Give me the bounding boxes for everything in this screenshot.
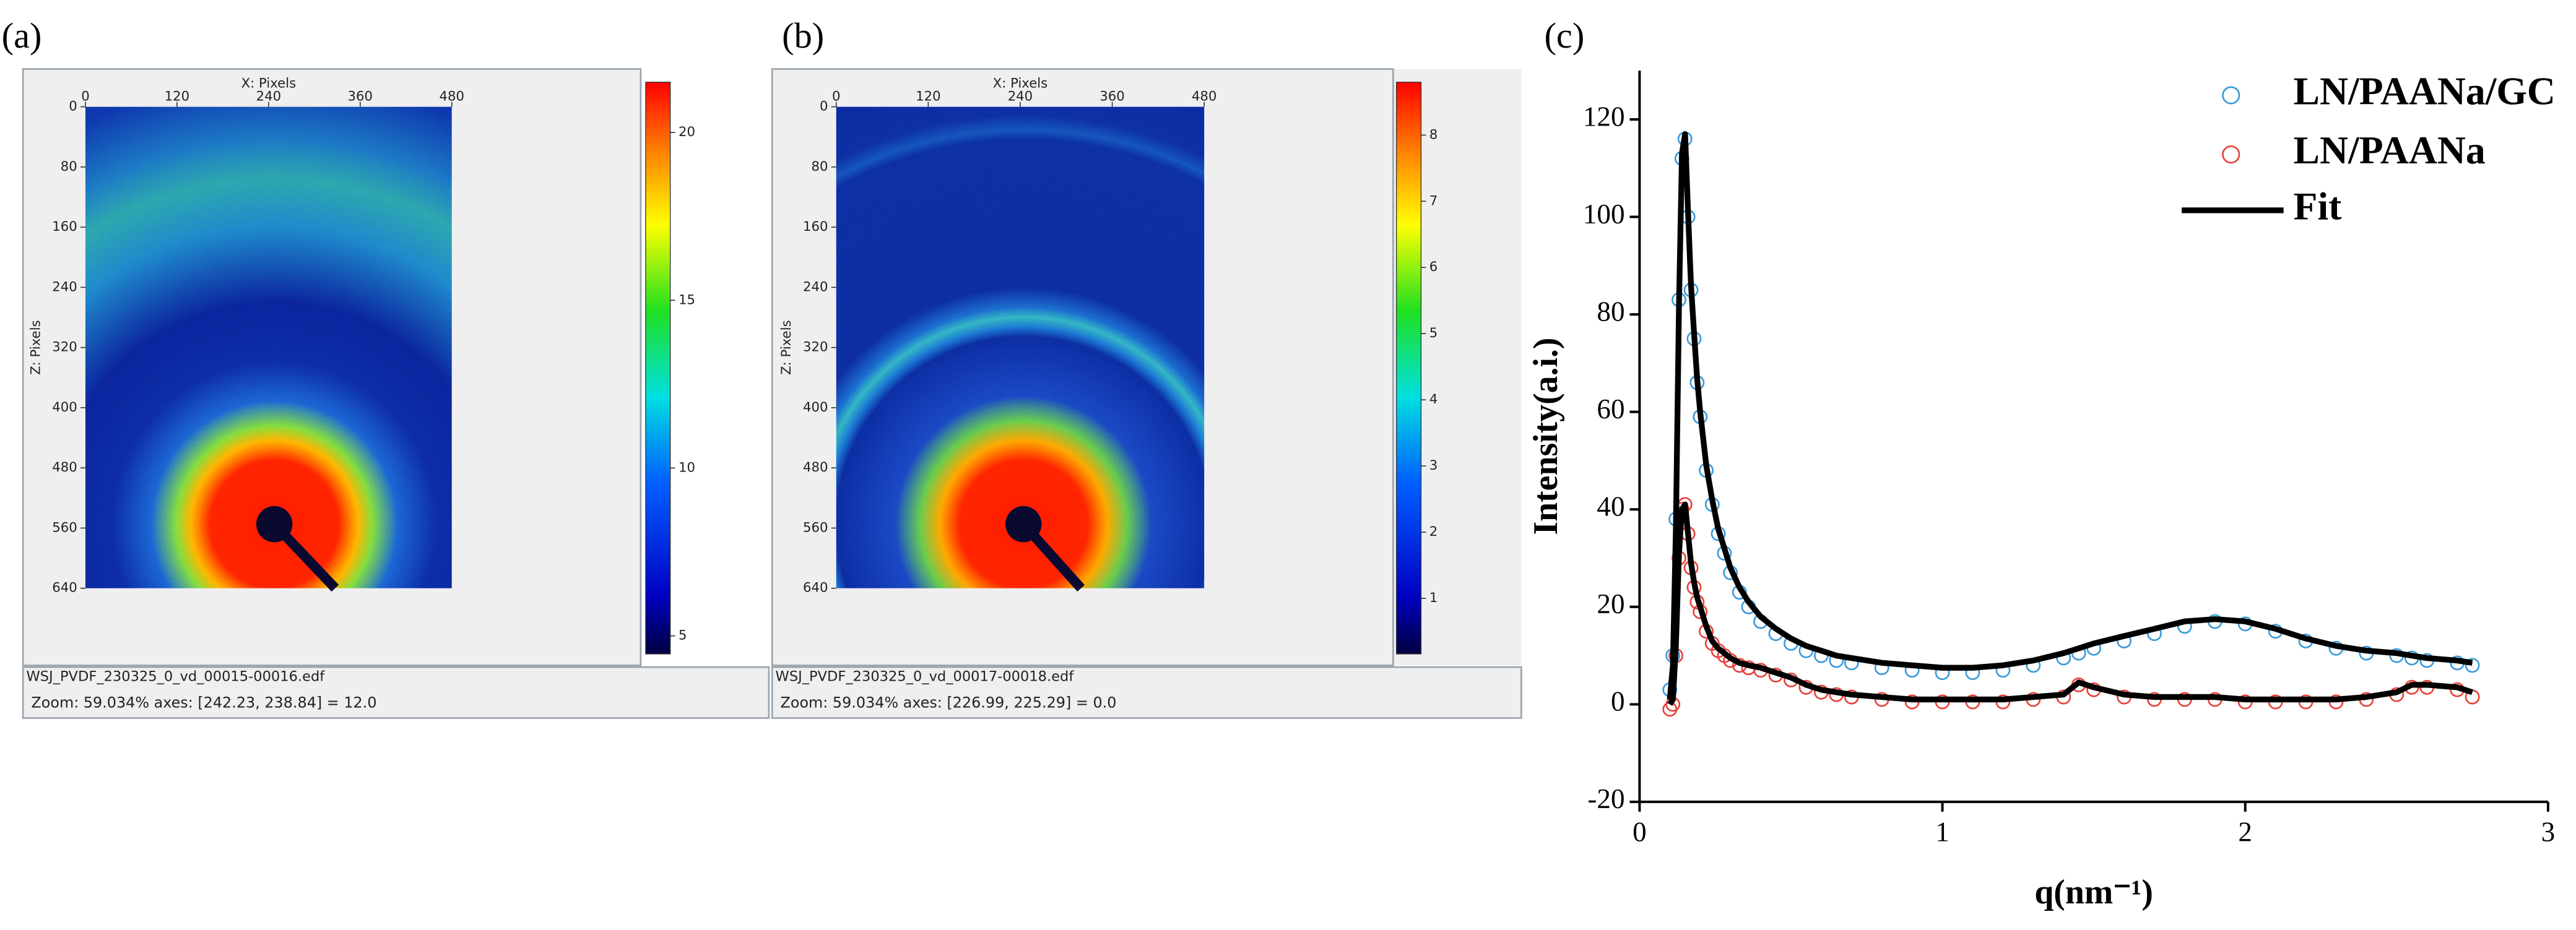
data-point: [2465, 658, 2480, 673]
z-tick-label: 480: [52, 460, 77, 475]
colorbar-tick-label: 5: [679, 628, 687, 644]
z-tick-label: 80: [61, 159, 77, 174]
colorbar-tick-label: 6: [1429, 259, 1438, 275]
colorbar-tick-label: 1: [1429, 590, 1438, 606]
filename: WSJ_PVDF_230325_0_vd_00015-00016.edf: [26, 669, 325, 685]
z-tick-label: 80: [811, 159, 828, 174]
colorbar-tick-label: 15: [679, 292, 695, 308]
panel-label: (b): [782, 15, 824, 56]
colorbar-tick-label: 20: [679, 124, 695, 140]
z-tick-label: 560: [52, 520, 77, 535]
colorbar-tick-label: 7: [1429, 193, 1438, 209]
y-tick-label: 60: [1597, 394, 1624, 424]
y-axis-title: Intensity(a.i.): [1527, 338, 1565, 535]
legend-label: LN/PAANa/GC: [2294, 69, 2556, 113]
z-tick-label: 640: [52, 580, 77, 596]
z-tick-label: 480: [803, 460, 828, 475]
y-tick-label: -20: [1587, 783, 1624, 814]
legend-marker: [2222, 145, 2240, 164]
y-tick-label: 100: [1583, 199, 1625, 230]
x-tick-label: 3: [2541, 816, 2556, 847]
colorbar-tick-label: 3: [1429, 458, 1438, 473]
z-tick-label: 640: [803, 580, 828, 596]
x-axis-label: X: Pixels: [241, 75, 297, 91]
x-tick-label: 120: [165, 89, 190, 105]
y-tick-label: 40: [1597, 491, 1624, 522]
colorbar: [645, 82, 671, 655]
x-axis-label: X: Pixels: [993, 75, 1048, 91]
z-tick-label: 320: [52, 340, 77, 355]
y-tick-label: 120: [1583, 101, 1625, 132]
colorbar: [1395, 82, 1422, 655]
panel-label: (c): [1544, 15, 1584, 56]
z-tick-label: 320: [803, 340, 828, 355]
colorbar-tick-label: 10: [679, 460, 695, 475]
x-tick-label: 0: [81, 89, 90, 105]
x-tick-label: 0: [832, 89, 841, 105]
x-tick-label: 0: [1633, 816, 1647, 847]
fit-line: [1667, 501, 2473, 706]
z-tick-label: 0: [69, 99, 77, 114]
y-tick-label: 0: [1611, 686, 1625, 717]
beam-stop: [1005, 506, 1042, 543]
x-tick-label: 1: [1935, 816, 1949, 847]
colorbar-tick-label: 4: [1429, 392, 1438, 407]
z-tick-label: 400: [52, 400, 77, 415]
x-tick-label: 480: [440, 89, 465, 105]
status-bar: [771, 666, 1522, 719]
panel-label: (a): [2, 15, 42, 56]
z-tick-label: 160: [803, 219, 828, 235]
x-tick-label: 480: [1192, 89, 1217, 105]
x-tick-label: 240: [256, 89, 282, 105]
x-tick-label: 360: [1099, 89, 1125, 105]
filename: WSJ_PVDF_230325_0_vd_00017-00018.edf: [776, 669, 1075, 685]
z-axis-label: Z: Pixels: [779, 320, 794, 375]
fit-line: [1667, 131, 2473, 700]
z-axis-label: Z: Pixels: [28, 320, 43, 375]
data-point: [1662, 702, 1678, 717]
zoom-status: Zoom: 59.034% axes: [242.23, 238.84] = 1…: [31, 694, 376, 712]
colorbar-tick-label: 2: [1429, 524, 1438, 540]
status-bar: [22, 666, 770, 719]
beam-stop: [256, 506, 293, 543]
x-tick-label: 2: [2238, 816, 2252, 847]
x-axis-title: q(nm⁻¹): [2034, 873, 2153, 911]
legend-label: Fit: [2294, 184, 2342, 228]
zoom-status: Zoom: 59.034% axes: [226.99, 225.29] = 0…: [781, 694, 1117, 712]
colorbar-tick-label: 8: [1429, 127, 1438, 142]
z-tick-label: 400: [803, 400, 828, 415]
z-tick-label: 240: [803, 279, 828, 295]
z-tick-label: 560: [803, 520, 828, 535]
z-tick-label: 160: [52, 219, 77, 235]
legend-marker: [2222, 86, 2240, 105]
x-tick-label: 360: [348, 89, 373, 105]
x-tick-label: 120: [916, 89, 941, 105]
y-tick-label: 80: [1597, 296, 1624, 327]
x-tick-label: 240: [1008, 89, 1033, 105]
z-tick-label: 240: [52, 279, 77, 295]
colorbar-tick-label: 5: [1429, 325, 1438, 341]
y-tick-label: 20: [1597, 588, 1624, 619]
z-tick-label: 0: [820, 99, 828, 114]
legend-label: LN/PAANa: [2294, 128, 2486, 172]
